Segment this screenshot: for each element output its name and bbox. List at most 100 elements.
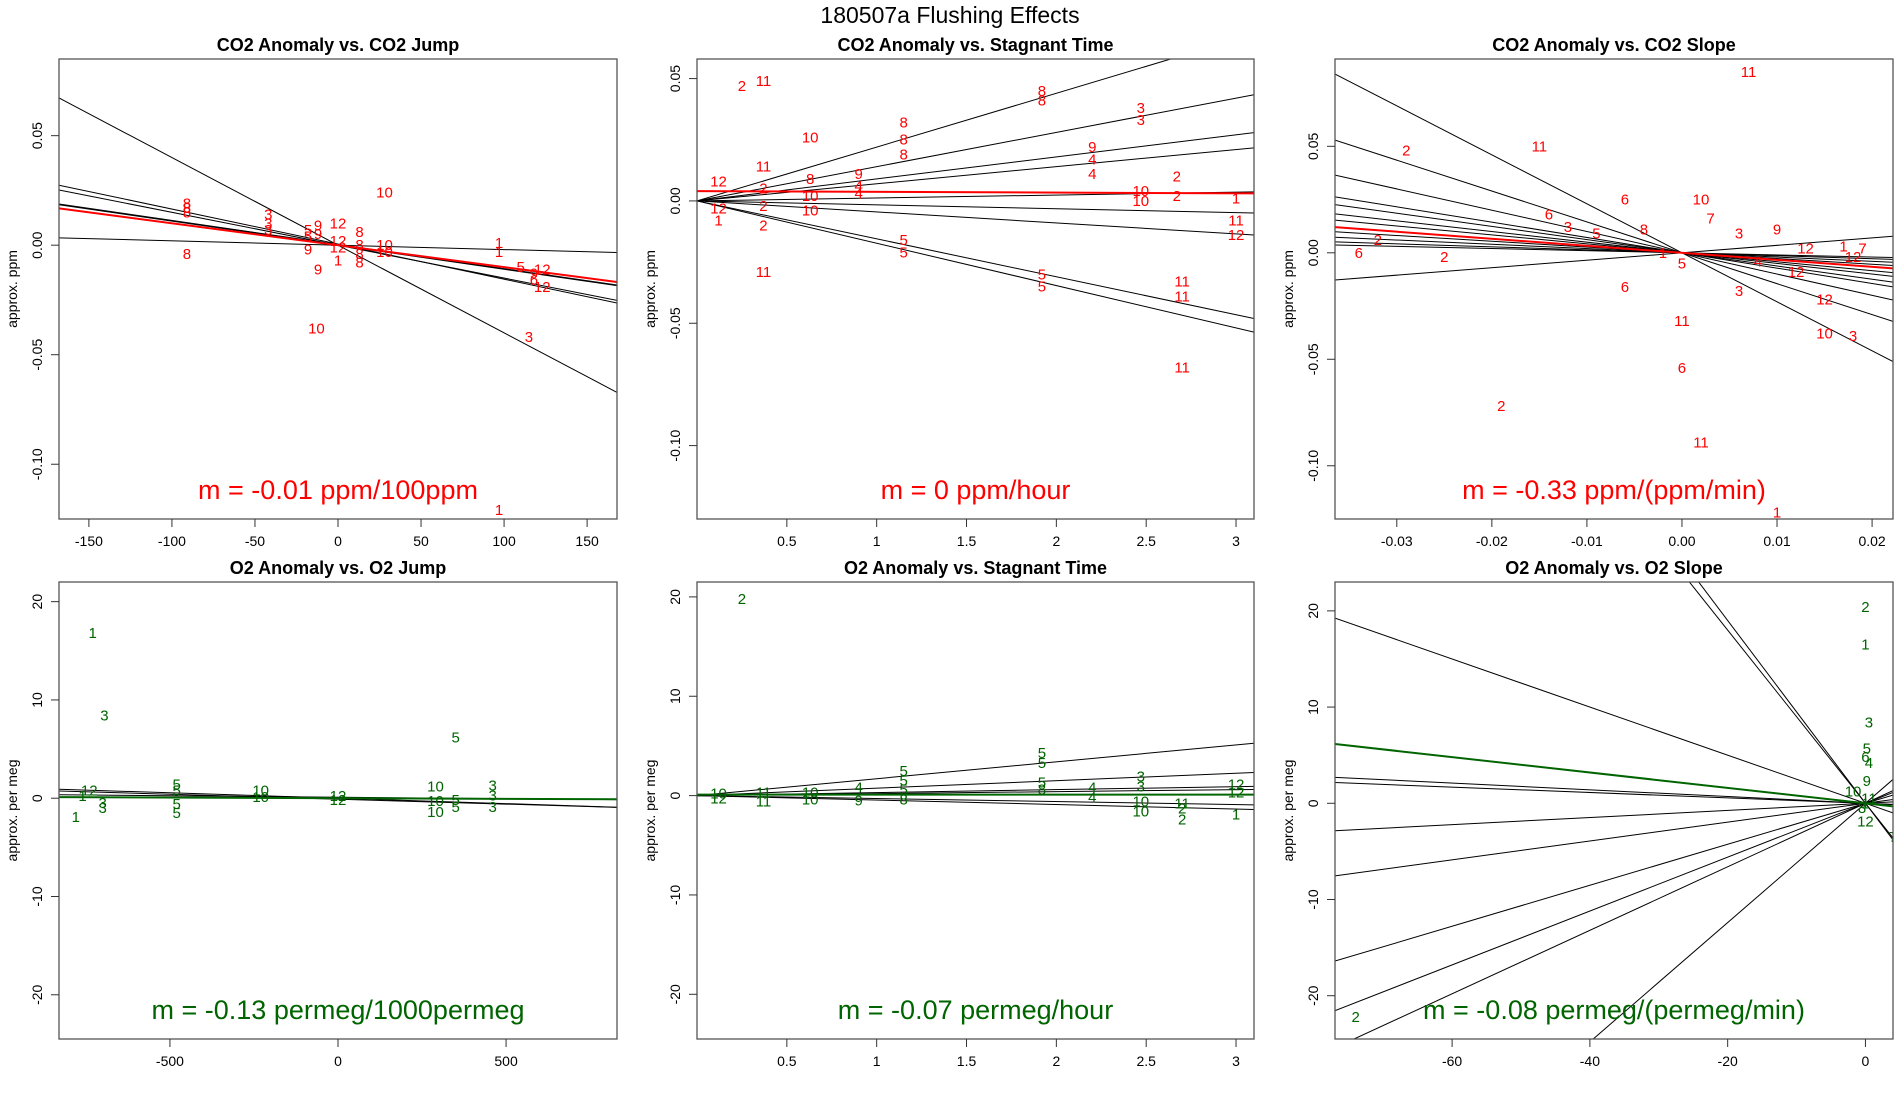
x-tick-label: 0.02	[1858, 533, 1885, 549]
data-point-label: 5	[1678, 255, 1686, 272]
data-point-label: 2	[738, 78, 746, 95]
fit-line	[1335, 236, 1893, 263]
data-point-label: 9	[1773, 221, 1781, 238]
y-tick-label: 0	[667, 791, 683, 799]
data-point-label: 10	[427, 778, 444, 795]
y-tick-label: 20	[1305, 603, 1321, 619]
data-point-label: 5	[899, 773, 907, 790]
fit-line	[1335, 241, 1893, 260]
data-point-label: 9	[855, 166, 863, 183]
data-point-label: 5	[451, 799, 459, 816]
data-point-label: 11	[1674, 313, 1690, 330]
y-tick-label: -20	[1305, 985, 1321, 1005]
data-point-label: 1	[78, 788, 86, 805]
data-point-label: 7	[1706, 211, 1714, 228]
data-point-label: 10	[252, 782, 269, 799]
y-tick-label: -10	[29, 886, 45, 906]
fit-line	[1335, 799, 1893, 877]
data-point-label: 5	[899, 782, 907, 799]
y-tick-label: -0.05	[1305, 343, 1321, 375]
data-point-label: 11	[756, 794, 772, 811]
fit-line	[1688, 582, 1893, 839]
fit-line	[1335, 219, 1893, 274]
x-tick-label: 1.5	[957, 533, 977, 549]
fit-line	[1335, 776, 1893, 806]
y-tick-label: 0	[29, 794, 45, 802]
data-point-label: 5	[1038, 745, 1046, 762]
x-tick-label: 2	[1052, 533, 1060, 549]
y-tick-label: -10	[667, 885, 683, 905]
data-point-label: 5	[1592, 226, 1600, 243]
data-point-label: 5	[172, 796, 180, 813]
data-point-label: 6	[1621, 279, 1629, 296]
data-point-label: 5	[304, 228, 312, 245]
fit-line	[697, 200, 1254, 333]
y-tick-label: -0.10	[1305, 450, 1321, 482]
data-point-label: 1	[1861, 637, 1869, 654]
y-tick-label: -0.05	[667, 307, 683, 339]
data-point-label: 10	[427, 804, 444, 821]
plot-frame	[58, 581, 618, 1040]
fit-line	[1335, 73, 1893, 362]
data-point-label: 8	[899, 792, 907, 809]
data-point-label: 10	[802, 792, 819, 809]
x-tick-label: 0.5	[777, 533, 797, 549]
data-point-label: 12	[330, 792, 347, 809]
data-point-label: 6	[1861, 749, 1869, 766]
data-point-label: 5	[451, 729, 459, 746]
data-point-label: 11	[1693, 434, 1709, 451]
data-point-label: 8	[355, 255, 363, 272]
data-point-label: 11	[1741, 64, 1757, 81]
plot-frame	[1334, 581, 1894, 1040]
data-point-label: 10	[376, 185, 393, 202]
fit-line	[697, 795, 1254, 806]
data-point-label: 8	[899, 146, 907, 163]
x-tick-label: 3	[1232, 1053, 1240, 1069]
data-point-label: 1	[495, 235, 503, 252]
y-tick-label: 0	[1305, 799, 1321, 807]
x-tick-label: -60	[1442, 1053, 1462, 1069]
data-point-label: 6	[1355, 245, 1363, 262]
data-point-label: 2	[1497, 398, 1505, 415]
x-tick-label: -0.03	[1381, 533, 1413, 549]
data-point-label: 12	[1228, 227, 1245, 244]
data-point-label: 8	[1038, 93, 1046, 110]
data-point-label: 5	[1863, 740, 1871, 757]
chart-panel-6: O2 Anomaly vs. O2 Slope21356491018111272…	[1280, 558, 1894, 1069]
chart-title: O2 Anomaly vs. O2 Jump	[230, 558, 446, 578]
x-tick-label: 50	[413, 533, 429, 549]
x-tick-label: 100	[492, 533, 516, 549]
slope-annotation: m = -0.07 permeg/hour	[838, 995, 1113, 1025]
data-point-label: 5	[899, 763, 907, 780]
x-tick-label: 0.00	[1668, 533, 1695, 549]
data-point-label: 8	[1038, 83, 1046, 100]
data-point-label: 11	[1174, 796, 1190, 813]
data-point-label: 12	[330, 215, 347, 232]
y-axis-label: approx. ppm	[1280, 250, 1296, 328]
y-axis-label: approx. per meg	[1280, 760, 1296, 862]
y-tick-label: -20	[29, 984, 45, 1004]
data-point-label: 10	[1845, 784, 1862, 801]
data-point-label: 8	[183, 246, 191, 263]
fit-line	[1335, 213, 1893, 277]
data-point-label: 8	[183, 204, 191, 221]
fit-line	[697, 132, 1254, 202]
data-point-label: 4	[1088, 151, 1096, 168]
y-axis-label: approx. ppm	[642, 250, 658, 328]
fit-line	[697, 742, 1254, 797]
fit-line	[1335, 139, 1893, 322]
data-point-label: 10	[1132, 193, 1149, 210]
data-point-label: 3	[264, 215, 272, 232]
data-point-label: 12	[1797, 241, 1814, 258]
data-point-label: 5	[451, 792, 459, 809]
x-tick-label: -40	[1580, 1053, 1600, 1069]
data-point-label: 5	[1038, 279, 1046, 296]
data-point-label: 8	[183, 200, 191, 217]
data-point-label: 4	[855, 186, 863, 203]
data-point-label: 3	[1137, 112, 1145, 129]
data-point-label: 10	[376, 237, 393, 254]
data-point-label: 11	[1532, 138, 1548, 155]
